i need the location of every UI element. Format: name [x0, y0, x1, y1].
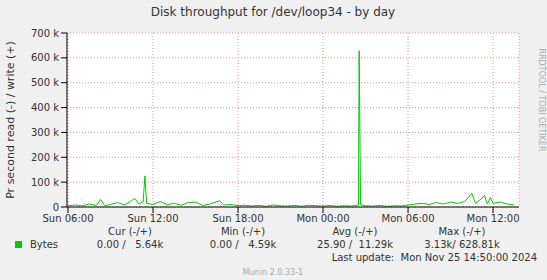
- svg-text:100 k: 100 k: [31, 177, 59, 188]
- svg-text:Mon 00:00: Mon 00:00: [296, 213, 349, 224]
- svg-text:Disk throughput for /dev/loop3: Disk throughput for /dev/loop34 - by day: [151, 5, 395, 19]
- svg-text:Mon 12:00: Mon 12:00: [467, 213, 520, 224]
- svg-text:Max (-/+): Max (-/+): [438, 226, 485, 237]
- svg-text:Avg (-/+): Avg (-/+): [333, 226, 378, 237]
- svg-text:Last update: Mon Nov 25 14:50: Last update: Mon Nov 25 14:50:00 2024: [332, 252, 537, 263]
- svg-text:Munin 2.0.33-1: Munin 2.0.33-1: [243, 268, 303, 277]
- svg-text:700 k: 700 k: [31, 28, 59, 39]
- svg-text:400 k: 400 k: [31, 102, 59, 113]
- svg-text:500 k: 500 k: [31, 77, 59, 88]
- svg-text:600 k: 600 k: [31, 52, 59, 63]
- svg-text:0.00 / 4.59k: 0.00 / 4.59k: [210, 239, 277, 250]
- svg-text:Pr second read (-) / write (+): Pr second read (-) / write (+): [8, 41, 17, 199]
- svg-text:Mon 06:00: Mon 06:00: [382, 213, 435, 224]
- svg-text:Sun 18:00: Sun 18:00: [213, 213, 264, 224]
- svg-text:Bytes: Bytes: [30, 239, 58, 250]
- svg-text:RRDTOOL / TOBI OETIKER: RRDTOOL / TOBI OETIKER: [537, 48, 539, 151]
- svg-text:Sun 06:00: Sun 06:00: [42, 213, 93, 224]
- svg-text:200 k: 200 k: [31, 152, 59, 163]
- svg-text:300 k: 300 k: [31, 127, 59, 138]
- svg-text:Cur (-/+): Cur (-/+): [108, 226, 152, 237]
- svg-text:Min (-/+): Min (-/+): [221, 226, 265, 237]
- svg-text:0: 0: [53, 202, 59, 213]
- svg-text:Sun 12:00: Sun 12:00: [127, 213, 178, 224]
- svg-text:25.90 / 11.29k: 25.90 / 11.29k: [317, 239, 393, 250]
- svg-text:3.13k/ 628.81k: 3.13k/ 628.81k: [424, 239, 500, 250]
- svg-text:0.00 / 5.64k: 0.00 / 5.64k: [97, 239, 164, 250]
